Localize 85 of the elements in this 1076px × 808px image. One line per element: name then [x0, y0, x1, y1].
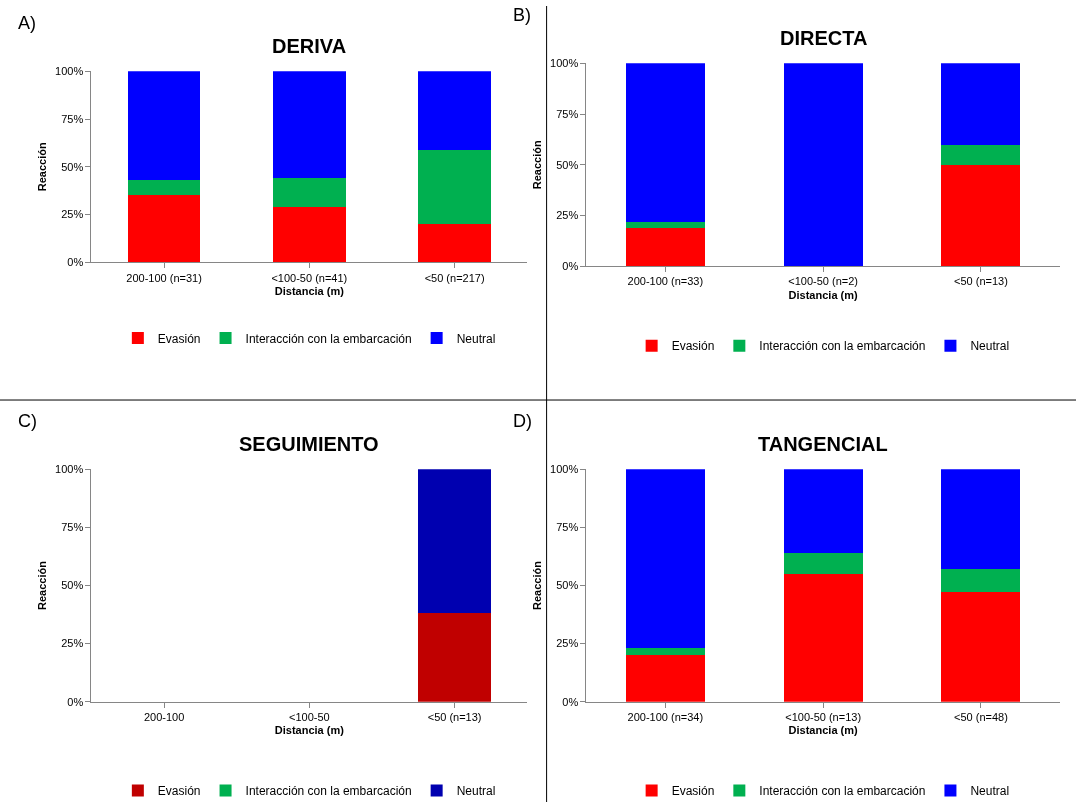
y-tick-label: 50% [556, 158, 579, 171]
legend-label: Evasión [157, 784, 201, 799]
legend-label: Neutral [456, 331, 496, 346]
bar [941, 469, 1021, 570]
bar [418, 224, 491, 263]
y-tick-label: 75% [61, 521, 84, 534]
bar [941, 144, 1021, 165]
x-tick-label: <100-50 (n=41) [271, 271, 348, 284]
bar [625, 227, 705, 267]
y-tick-label: 25% [61, 637, 84, 650]
legend-label: Interacción con la embarcación [245, 784, 412, 799]
x-axis-title: Distancia (m) [274, 724, 345, 737]
y-axis-title: Reacción [530, 140, 543, 190]
y-axis-title: Reacción [530, 560, 543, 610]
x-tick-label: <50 (n=13) [954, 275, 1008, 288]
legend-label: Interacción con la embarcación [759, 784, 926, 799]
x-axis-title: Distancia (m) [274, 284, 345, 297]
y-tick-label: 0% [562, 260, 579, 273]
y-tick-label: 0% [67, 256, 84, 269]
bar [941, 569, 1021, 593]
chart-title: DIRECTA [780, 27, 868, 49]
bar [127, 71, 201, 181]
bar [941, 63, 1021, 145]
bar [625, 221, 705, 228]
x-tick-label: 200-100 (n=33) [627, 275, 704, 288]
y-tick-label: 75% [556, 107, 579, 120]
bar [941, 592, 1021, 702]
text: D) [513, 411, 532, 431]
bar [783, 552, 863, 574]
y-tick-label: 0% [562, 695, 579, 708]
bar [783, 573, 863, 702]
y-axis-title: Reacción [35, 560, 48, 610]
bar [273, 71, 346, 179]
legend-label: Neutral [456, 784, 496, 799]
x-tick-label: <50 (n=217) [424, 271, 485, 284]
y-tick-label: 25% [556, 209, 579, 222]
x-axis-title: Distancia (m) [788, 288, 859, 301]
chart-title: SEGUIMIENTO [239, 433, 379, 455]
x-tick-label: <50 (n=13) [427, 710, 482, 723]
y-tick-label: 50% [61, 160, 84, 173]
bar [418, 71, 491, 150]
y-tick-label: 25% [556, 637, 579, 650]
x-axis-title: Distancia (m) [788, 724, 859, 737]
y-tick-label: 100% [550, 57, 579, 70]
bar [273, 178, 346, 207]
y-tick-label: 75% [556, 521, 579, 534]
bar [127, 195, 201, 263]
bar [418, 149, 491, 225]
x-tick-label: <100-50 [289, 710, 330, 723]
legend-label: Interacción con la embarcación [759, 339, 926, 354]
bar [783, 469, 863, 553]
bar [625, 648, 705, 656]
x-tick-label: <50 (n=48) [954, 710, 1008, 723]
bar [783, 63, 863, 267]
y-tick-label: 100% [550, 463, 579, 476]
x-tick-label: <100-50 (n=2) [788, 275, 858, 288]
legend-label: Neutral [970, 339, 1010, 354]
bar [625, 655, 705, 702]
bar [941, 164, 1021, 267]
y-tick-label: 100% [55, 463, 84, 476]
text: A) [18, 13, 36, 33]
legend-label: Evasión [671, 339, 715, 354]
y-tick-label: 25% [61, 208, 84, 221]
y-axis-title: Reacción [35, 142, 48, 192]
legend-label: Neutral [970, 784, 1010, 799]
text: B) [513, 5, 531, 25]
chart-title: DERIVA [272, 35, 347, 57]
bar [625, 469, 705, 649]
bar [127, 180, 201, 196]
legend-label: Interacción con la embarcación [245, 331, 412, 346]
x-tick-label: 200-100 [143, 710, 185, 723]
bar [625, 63, 705, 222]
bar [273, 206, 346, 263]
y-tick-label: 50% [556, 579, 579, 592]
y-tick-label: 50% [61, 579, 84, 592]
text: C) [18, 411, 37, 431]
x-tick-label: <100-50 (n=13) [785, 710, 862, 723]
legend-label: Evasión [671, 784, 715, 799]
x-tick-label: 200-100 (n=31) [126, 271, 202, 284]
y-tick-label: 100% [55, 65, 84, 78]
legend-label: Evasión [157, 331, 201, 346]
chart-title: TANGENCIAL [758, 433, 888, 455]
y-tick-label: 75% [61, 112, 84, 125]
x-tick-label: 200-100 (n=34) [627, 710, 704, 723]
y-tick-label: 0% [67, 695, 84, 708]
